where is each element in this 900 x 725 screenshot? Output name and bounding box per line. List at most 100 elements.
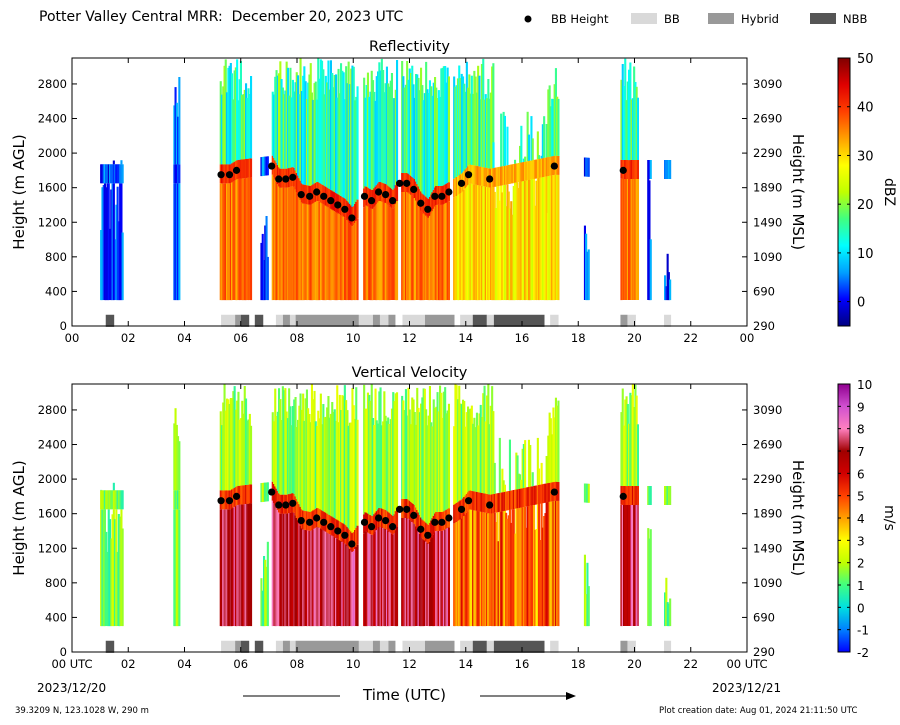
legend-label: BB Height	[551, 12, 609, 26]
data-cell	[634, 160, 637, 179]
data-cell	[121, 232, 124, 301]
data-cell	[519, 181, 522, 301]
data-cell	[426, 89, 429, 198]
data-cell	[510, 522, 513, 627]
data-cell	[446, 528, 449, 626]
legend-item: BB Height	[524, 12, 609, 26]
data-cell	[312, 399, 315, 511]
data-cell	[536, 437, 539, 486]
data-cell	[508, 439, 511, 491]
data-cell	[323, 94, 326, 186]
data-cell	[250, 76, 253, 159]
data-cell	[625, 396, 628, 487]
data-cell	[355, 201, 358, 221]
data-cell	[439, 96, 442, 186]
data-cell	[519, 474, 522, 489]
data-cell	[241, 504, 244, 627]
data-cell	[510, 164, 513, 184]
data-cell	[319, 509, 322, 529]
data-cell	[317, 201, 320, 301]
data-cell	[372, 80, 375, 190]
data-cell	[373, 533, 376, 626]
classification-bar	[388, 314, 396, 327]
data-cell	[308, 414, 311, 512]
data-cell	[234, 67, 237, 161]
data-cell	[500, 511, 503, 627]
data-cell	[394, 530, 397, 627]
data-cell	[527, 487, 530, 506]
data-cell	[631, 486, 634, 505]
data-cell	[636, 424, 639, 486]
data-cell	[648, 538, 651, 627]
bb-height-point	[268, 162, 276, 170]
data-cell	[626, 81, 629, 160]
data-cell	[105, 531, 108, 626]
data-cell	[238, 504, 241, 627]
data-cell	[324, 416, 327, 513]
x-tick-label: 00	[740, 331, 755, 345]
data-cell	[530, 116, 533, 161]
data-cell	[527, 134, 530, 161]
y-tick-right-label: 690	[753, 284, 775, 298]
data-cell	[440, 205, 443, 301]
data-cell	[540, 462, 543, 485]
data-cell	[512, 490, 515, 509]
data-cell	[345, 66, 348, 200]
data-cell	[506, 126, 509, 166]
data-cell	[484, 167, 487, 187]
data-cell	[294, 82, 297, 171]
data-cell	[437, 205, 440, 301]
data-cell	[236, 179, 239, 301]
data-cell	[322, 69, 325, 185]
data-cell	[480, 511, 483, 627]
data-cell	[335, 211, 338, 301]
data-cell	[239, 418, 242, 486]
data-cell	[456, 502, 459, 522]
data-cell	[248, 94, 251, 159]
x-tick-label: 06	[233, 331, 248, 345]
data-cell	[585, 594, 588, 627]
classification-bar	[472, 314, 487, 327]
data-cell	[425, 409, 428, 523]
data-cell	[636, 97, 639, 160]
data-cell	[343, 543, 346, 626]
bb-height-point	[619, 166, 627, 174]
data-cell	[340, 63, 343, 197]
data-cell	[437, 531, 440, 627]
data-cell	[547, 435, 550, 484]
data-cell	[552, 175, 555, 301]
data-cell	[418, 208, 421, 301]
data-cell	[374, 388, 377, 513]
data-cell	[464, 91, 467, 170]
data-cell	[173, 164, 176, 184]
data-cell	[281, 513, 284, 627]
data-cell	[514, 533, 517, 627]
y-tick-right-label: 1490	[753, 541, 782, 555]
data-cell	[545, 124, 548, 158]
data-cell	[226, 92, 229, 165]
x-tick-label: 22	[683, 331, 698, 345]
data-cell	[177, 116, 180, 165]
x-tick-label: 22	[683, 657, 698, 671]
colorbar-tick-label: 3	[857, 534, 865, 548]
data-cell	[633, 66, 636, 160]
data-cell	[310, 92, 313, 186]
data-cell	[543, 177, 546, 301]
data-cell	[505, 165, 508, 185]
data-cell	[115, 164, 118, 184]
data-cell	[263, 482, 266, 502]
data-cell	[243, 159, 246, 179]
data-cell	[493, 462, 496, 494]
data-cell	[324, 205, 327, 301]
data-cell	[175, 164, 178, 184]
arrow-head-icon	[566, 692, 576, 700]
data-cell	[403, 518, 406, 627]
data-cell	[423, 195, 426, 215]
data-cell	[455, 85, 458, 177]
data-cell	[484, 512, 487, 627]
data-cell	[505, 512, 508, 627]
data-cell	[380, 58, 383, 183]
data-cell	[351, 552, 354, 627]
data-cell	[421, 397, 424, 520]
data-cell	[479, 404, 482, 493]
